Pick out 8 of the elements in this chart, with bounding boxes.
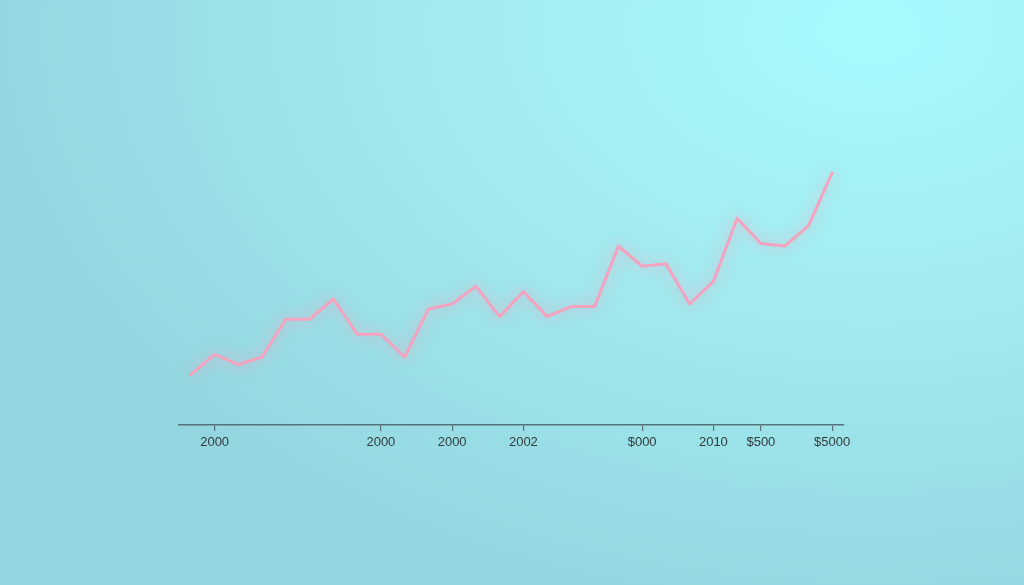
x-tick-label: 2002 <box>508 434 538 450</box>
x-tick-label: $5000 <box>814 434 851 450</box>
x-tick-label: 2000 <box>437 434 467 450</box>
x-tick-label: 2000 <box>366 434 396 450</box>
x-tick-label: 2010 <box>698 434 728 450</box>
x-tick-label: $000 <box>627 434 657 450</box>
x-tick-label: 2000 <box>200 434 230 450</box>
x-tick-label: $500 <box>746 434 776 450</box>
